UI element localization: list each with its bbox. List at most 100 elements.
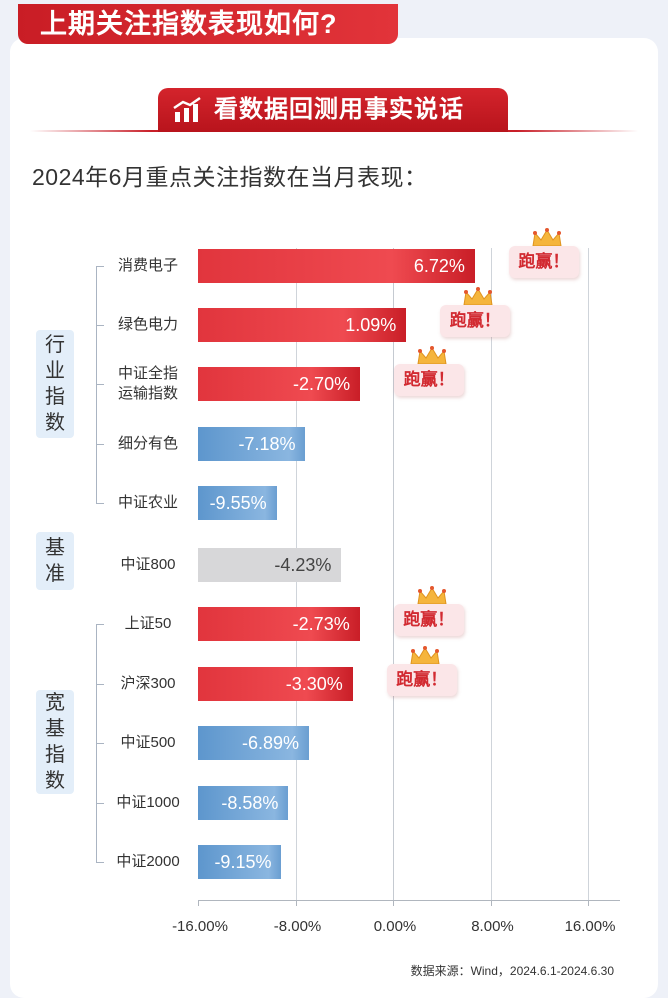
crown-icon xyxy=(463,287,493,306)
category-label-line: 上证50 xyxy=(124,615,172,632)
bar-value-label: -3.30% xyxy=(285,674,343,694)
bar xyxy=(198,786,289,820)
group-label: 宽基指数 xyxy=(36,690,74,794)
group-label-char: 指 xyxy=(45,744,65,766)
x-tick xyxy=(198,900,199,906)
outperform-badge-text: 跑赢！ xyxy=(386,664,457,696)
x-tick xyxy=(490,900,492,906)
group-label-char: 指 xyxy=(45,386,65,408)
group-label-char: 数 xyxy=(45,770,65,792)
group-label-char: 准 xyxy=(45,563,65,585)
outperform-badge: 跑赢！ xyxy=(394,346,465,396)
category-label-line: 中证全指 xyxy=(117,365,178,382)
bar xyxy=(198,667,353,701)
bar xyxy=(198,249,475,283)
group-bracket-tick xyxy=(96,862,104,863)
bar-value-label: 6.72% xyxy=(413,256,465,276)
bar xyxy=(198,367,361,401)
category-label: 绿色电力 xyxy=(106,315,190,335)
group-bracket-tick xyxy=(96,684,104,685)
bar xyxy=(198,486,277,520)
category-label: 中证农业 xyxy=(106,493,190,513)
category-label-line: 中证农业 xyxy=(117,494,178,511)
group-label: 基准 xyxy=(36,532,74,590)
bar-value-label: -2.70% xyxy=(293,374,351,394)
category-label: 中证全指 运输指数 xyxy=(106,364,190,404)
bar-value-label: -4.23% xyxy=(274,555,332,575)
category-label-line: 沪深300 xyxy=(120,675,176,692)
subtitle-pill: 看数据回测用事实说话 xyxy=(158,88,508,132)
category-label: 细分有色 xyxy=(106,434,190,454)
outperform-badge-text: 跑赢！ xyxy=(394,364,465,396)
group-bracket-tick xyxy=(96,743,104,744)
group-bracket-tick xyxy=(96,384,104,385)
subtitle-text: 看数据回测用事实说话 xyxy=(214,96,464,123)
bar-value-label: -2.73% xyxy=(292,614,350,634)
crown-icon xyxy=(417,586,447,605)
category-label: 消费电子 xyxy=(106,256,190,276)
x-tick xyxy=(588,900,589,906)
category-label-line: 运输指数 xyxy=(117,385,178,402)
group-bracket-tick xyxy=(96,803,104,804)
category-label: 中证1000 xyxy=(106,793,190,813)
crown-icon xyxy=(410,646,440,665)
bar-value-label: -9.15% xyxy=(214,852,272,872)
group-bracket-tick xyxy=(96,624,104,625)
outperform-badge: 跑赢！ xyxy=(393,586,464,636)
gridline xyxy=(588,248,589,900)
group-label-char: 业 xyxy=(45,360,65,382)
group-bracket-tick xyxy=(96,325,104,326)
group-label-char: 基 xyxy=(45,718,65,740)
bar xyxy=(198,548,342,582)
group-bracket-tick xyxy=(96,444,104,445)
category-label-line: 绿色电力 xyxy=(117,316,178,333)
zero-line xyxy=(393,248,394,900)
bar-value-label: -7.18% xyxy=(238,434,296,454)
x-tick xyxy=(393,900,394,906)
group-label: 行业指数 xyxy=(36,330,74,438)
bar-value-label: -6.89% xyxy=(241,733,300,753)
outperform-badge-text: 跑赢！ xyxy=(440,305,511,337)
bar xyxy=(198,308,407,342)
outperform-badge: 跑赢！ xyxy=(508,228,579,278)
group-label-char: 基 xyxy=(45,537,65,559)
category-label-line: 中证1000 xyxy=(116,794,180,811)
group-bracket-tick xyxy=(96,266,104,267)
bar-value-label: -8.58% xyxy=(221,793,279,813)
category-label-line: 中证2000 xyxy=(116,853,180,870)
bar xyxy=(198,607,360,641)
bar xyxy=(198,726,310,760)
bar-value-label: -9.55% xyxy=(209,493,267,513)
crown-icon xyxy=(532,228,562,247)
category-label: 中证800 xyxy=(106,555,190,575)
group-bracket-tick xyxy=(96,503,104,504)
outperform-badge-text: 跑赢！ xyxy=(508,246,579,278)
outperform-badge-text: 跑赢！ xyxy=(393,604,464,636)
data-source: 数据来源：Wind，2024.6.1-2024.6.30 xyxy=(410,964,614,978)
group-label-char: 宽 xyxy=(45,692,65,714)
bar xyxy=(198,845,282,879)
bar-value-label: 1.09% xyxy=(345,315,397,335)
x-tick xyxy=(295,900,297,906)
category-label-line: 中证800 xyxy=(120,556,176,573)
category-label: 中证500 xyxy=(106,733,190,753)
category-label-line: 中证500 xyxy=(120,734,176,751)
category-label: 上证50 xyxy=(106,614,190,634)
bar xyxy=(198,427,306,461)
bar-chart-icon xyxy=(173,96,201,122)
category-label: 沪深300 xyxy=(106,674,190,694)
category-label-line: 消费电子 xyxy=(117,257,178,274)
crown-icon xyxy=(417,346,447,365)
content-card xyxy=(10,38,658,998)
group-label-char: 行 xyxy=(45,334,65,356)
x-tick-label: -8.00% xyxy=(273,918,322,935)
outperform-badge: 跑赢！ xyxy=(440,287,511,337)
category-label: 中证2000 xyxy=(106,852,190,872)
x-tick-label: 16.00% xyxy=(564,918,616,935)
x-tick-label: 0.00% xyxy=(373,918,417,935)
chart-heading: 2024年6月重点关注指数在当月表现： xyxy=(32,164,428,190)
x-tick-label: -16.00% xyxy=(172,918,228,935)
outperform-badge: 跑赢！ xyxy=(386,646,457,696)
subtitle-bar: 看数据回测用事实说话 xyxy=(0,88,668,132)
page-title: 上期关注指数表现如何? xyxy=(18,4,398,44)
